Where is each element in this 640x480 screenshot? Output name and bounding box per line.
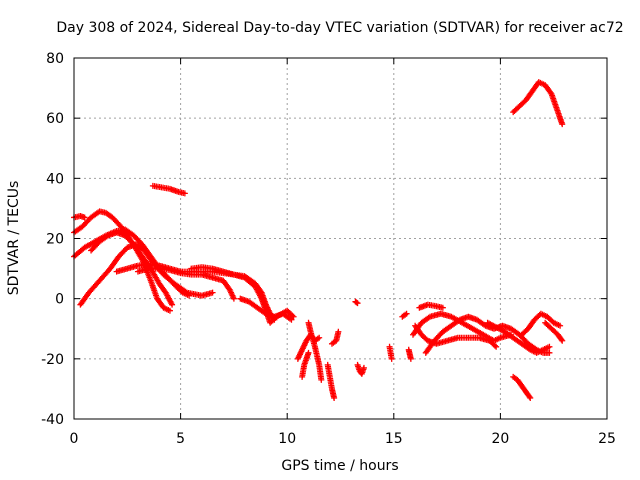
data-point: [526, 393, 533, 400]
y-tick-label: 60: [46, 111, 64, 127]
x-tick-label: 5: [176, 431, 185, 447]
data-points: [71, 79, 566, 401]
data-point: [557, 322, 564, 329]
data-point: [335, 328, 342, 335]
data-point: [546, 343, 553, 350]
y-tick-label: -20: [41, 352, 64, 368]
data-point: [230, 295, 237, 302]
data-point: [403, 310, 410, 317]
data-point: [407, 355, 414, 362]
x-tick-label: 15: [385, 431, 403, 447]
plot-frame: [73, 57, 608, 420]
x-tick-label: 0: [70, 431, 79, 447]
chart-title: Day 308 of 2024, Sidereal Day-to-day VTE…: [56, 20, 623, 36]
data-point: [169, 301, 176, 308]
x-tick-label: 20: [491, 431, 509, 447]
data-point: [558, 336, 565, 343]
data-point: [81, 214, 88, 221]
data-point: [316, 334, 323, 341]
data-point: [493, 343, 500, 350]
data-point: [388, 355, 395, 362]
y-tick-label: 80: [46, 51, 64, 67]
data-point: [209, 289, 216, 296]
data-point: [559, 121, 566, 128]
data-point: [559, 337, 566, 344]
data-point: [289, 312, 296, 319]
y-tick-label: 0: [55, 292, 64, 308]
data-point: [546, 349, 553, 356]
x-axis-label: GPS time / hours: [281, 458, 398, 474]
data-point: [354, 300, 361, 307]
data-point: [166, 307, 173, 314]
y-tick-label: -40: [41, 412, 64, 428]
data-point: [305, 349, 312, 356]
x-tick-label: 25: [598, 431, 616, 447]
data-point: [318, 376, 325, 383]
grid: [74, 58, 607, 419]
data-point: [353, 299, 360, 306]
x-tick-label: 10: [278, 431, 296, 447]
data-point: [288, 316, 295, 323]
data-point: [491, 342, 498, 349]
data-point: [181, 190, 188, 197]
data-point: [527, 394, 534, 401]
data-point: [360, 364, 367, 371]
data-point: [439, 304, 446, 311]
data-point: [290, 313, 297, 320]
data-point: [331, 394, 338, 401]
y-tick-label: 40: [46, 171, 64, 187]
y-axis-label: SDTVAR / TECUs: [6, 181, 22, 296]
y-tick-label: 20: [46, 232, 64, 248]
